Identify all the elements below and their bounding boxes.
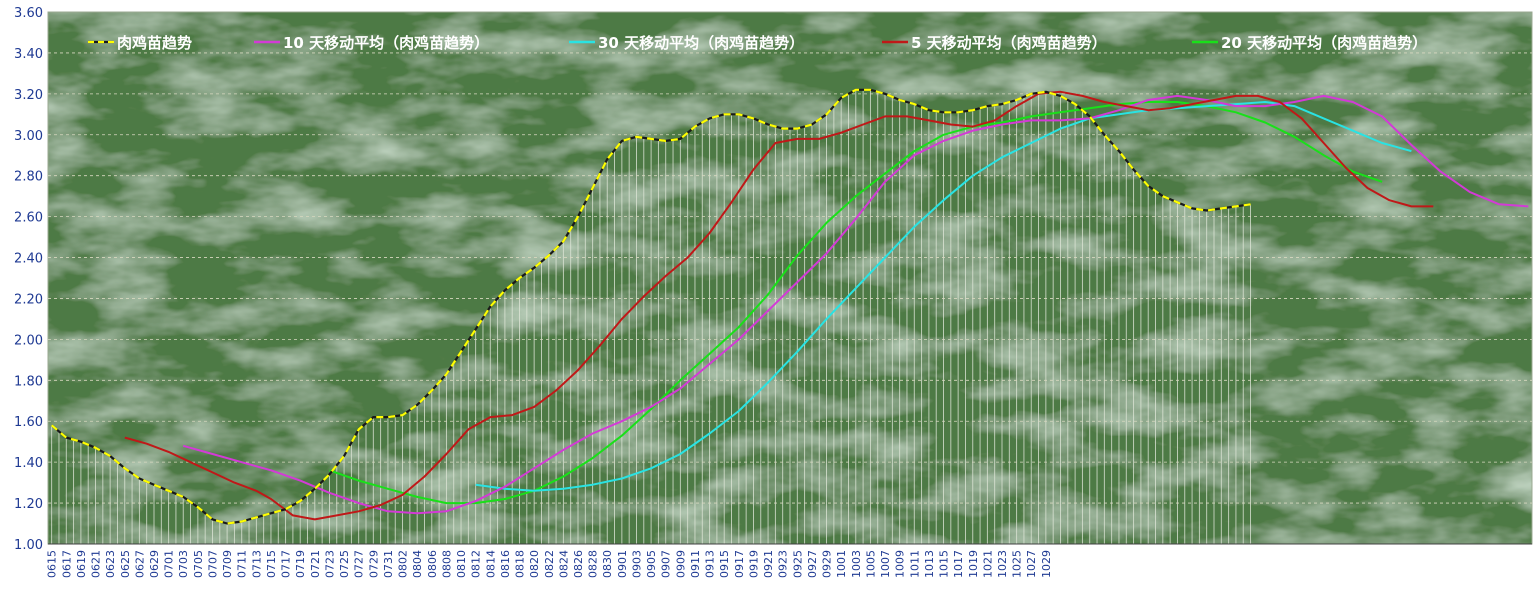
x-tick-label: 0929 (821, 550, 834, 578)
x-tick-label: 1001 (835, 550, 848, 578)
y-tick-label: 3.20 (14, 88, 43, 103)
x-tick-label: 1027 (1025, 550, 1038, 578)
x-tick-label: 0812 (470, 550, 483, 578)
x-tick-label: 0909 (674, 550, 687, 578)
x-tick-label: 0802 (397, 550, 410, 578)
y-tick-label: 1.00 (14, 538, 43, 553)
x-tick-label: 0707 (206, 550, 219, 578)
x-tick-label: 1015 (938, 550, 951, 578)
x-tick-label: 0824 (557, 550, 570, 578)
y-tick-label: 2.00 (14, 333, 43, 348)
x-tick-label: 1013 (923, 550, 936, 578)
x-tick-label: 0806 (426, 550, 439, 578)
y-tick-label: 2.40 (14, 252, 43, 267)
x-tick-label: 0721 (309, 550, 322, 578)
x-tick-label: 0927 (806, 550, 819, 578)
y-tick-label: 3.60 (14, 6, 43, 21)
y-tick-label: 1.40 (14, 456, 43, 471)
x-tick-label: 0615 (46, 550, 59, 578)
y-tick-label: 1.80 (14, 374, 43, 389)
x-tick-label: 1023 (996, 550, 1009, 578)
x-tick-label: 0711 (236, 550, 249, 578)
x-tick-label: 0808 (440, 550, 453, 578)
x-tick-label: 0729 (367, 550, 380, 578)
x-tick-label: 0913 (704, 550, 717, 578)
x-tick-label: 1019 (967, 550, 980, 578)
x-tick-label: 0818 (514, 550, 527, 578)
x-tick-label: 0717 (280, 550, 293, 578)
x-tick-label: 1003 (850, 550, 863, 578)
x-tick-label: 0727 (353, 550, 366, 578)
x-tick-label: 0627 (133, 550, 146, 578)
series-line-ma5 (124, 90, 1434, 521)
x-tick-label: 0723 (323, 550, 336, 578)
x-tick-label: 0828 (587, 550, 600, 578)
x-tick-label: 1021 (981, 550, 994, 578)
x-tick-label: 0923 (777, 550, 790, 578)
x-tick-label: 0822 (543, 550, 556, 578)
x-tick-label: 0705 (192, 550, 205, 578)
y-tick-label: 3.00 (14, 129, 43, 144)
x-tick-label: 1017 (952, 550, 965, 578)
x-tick-label: 0901 (616, 550, 629, 578)
x-tick-label: 0830 (601, 550, 614, 578)
x-tick-label: 1009 (894, 550, 907, 578)
y-tick-label: 2.20 (14, 292, 43, 307)
x-tick-label: 0619 (75, 550, 88, 578)
y-tick-label: 2.60 (14, 211, 43, 226)
x-tick-label: 0814 (484, 550, 497, 578)
x-tick-label: 0703 (177, 550, 190, 578)
x-tick-label: 0826 (572, 550, 585, 578)
x-tick-label: 0625 (119, 550, 132, 578)
x-tick-label: 0713 (250, 550, 263, 578)
x-tick-label: 0719 (294, 550, 307, 578)
x-tick-label: 0907 (660, 550, 673, 578)
x-tick-label: 0623 (104, 550, 117, 578)
x-tick-label: 0816 (499, 550, 512, 578)
x-tick-label: 0925 (791, 550, 804, 578)
x-tick-label: 1005 (864, 550, 877, 578)
legend-label-main: 肉鸡苗趋势 (117, 34, 192, 52)
x-tick-label: 1011 (908, 550, 921, 578)
x-tick-label: 0715 (265, 550, 278, 578)
x-tick-label: 0921 (762, 550, 775, 578)
x-tick-label: 0917 (733, 550, 746, 578)
y-tick-label: 1.20 (14, 497, 43, 512)
x-tick-label: 0731 (382, 550, 395, 578)
x-tick-label: 0629 (148, 550, 161, 578)
legend-label-ma10: 10 天移动平均（肉鸡苗趋势） (283, 34, 489, 52)
x-tick-label: 0725 (338, 550, 351, 578)
x-tick-label: 0709 (221, 550, 234, 578)
x-tick-label: 0820 (528, 550, 541, 578)
x-tick-label: 0905 (645, 550, 658, 578)
series-line-ma10 (182, 94, 1529, 515)
x-tick-label: 1029 (1040, 550, 1053, 578)
x-tick-label: 0621 (90, 550, 103, 578)
x-tick-label: 0911 (689, 550, 702, 578)
y-tick-label: 2.80 (14, 170, 43, 185)
series-line-main (50, 88, 1251, 525)
x-tick-label: 1007 (879, 550, 892, 578)
x-tick-label: 0617 (60, 550, 73, 578)
legend-label-ma30: 30 天移动平均（肉鸡苗趋势） (598, 34, 804, 52)
y-tick-label: 3.40 (14, 47, 43, 62)
x-tick-label: 0915 (718, 550, 731, 578)
x-tick-label: 0903 (630, 550, 643, 578)
x-tick-label: 0804 (411, 550, 424, 578)
x-tick-label: 0919 (747, 550, 760, 578)
x-tick-label: 0810 (455, 550, 468, 578)
y-tick-label: 1.60 (14, 415, 43, 430)
series-line-ma30 (475, 101, 1412, 492)
x-tick-label: 1025 (1011, 550, 1024, 578)
legend-label-ma5: 5 天移动平均（肉鸡苗趋势） (911, 34, 1107, 52)
x-tick-label: 0701 (163, 550, 176, 578)
legend-label-ma20: 20 天移动平均（肉鸡苗趋势） (1221, 34, 1427, 52)
